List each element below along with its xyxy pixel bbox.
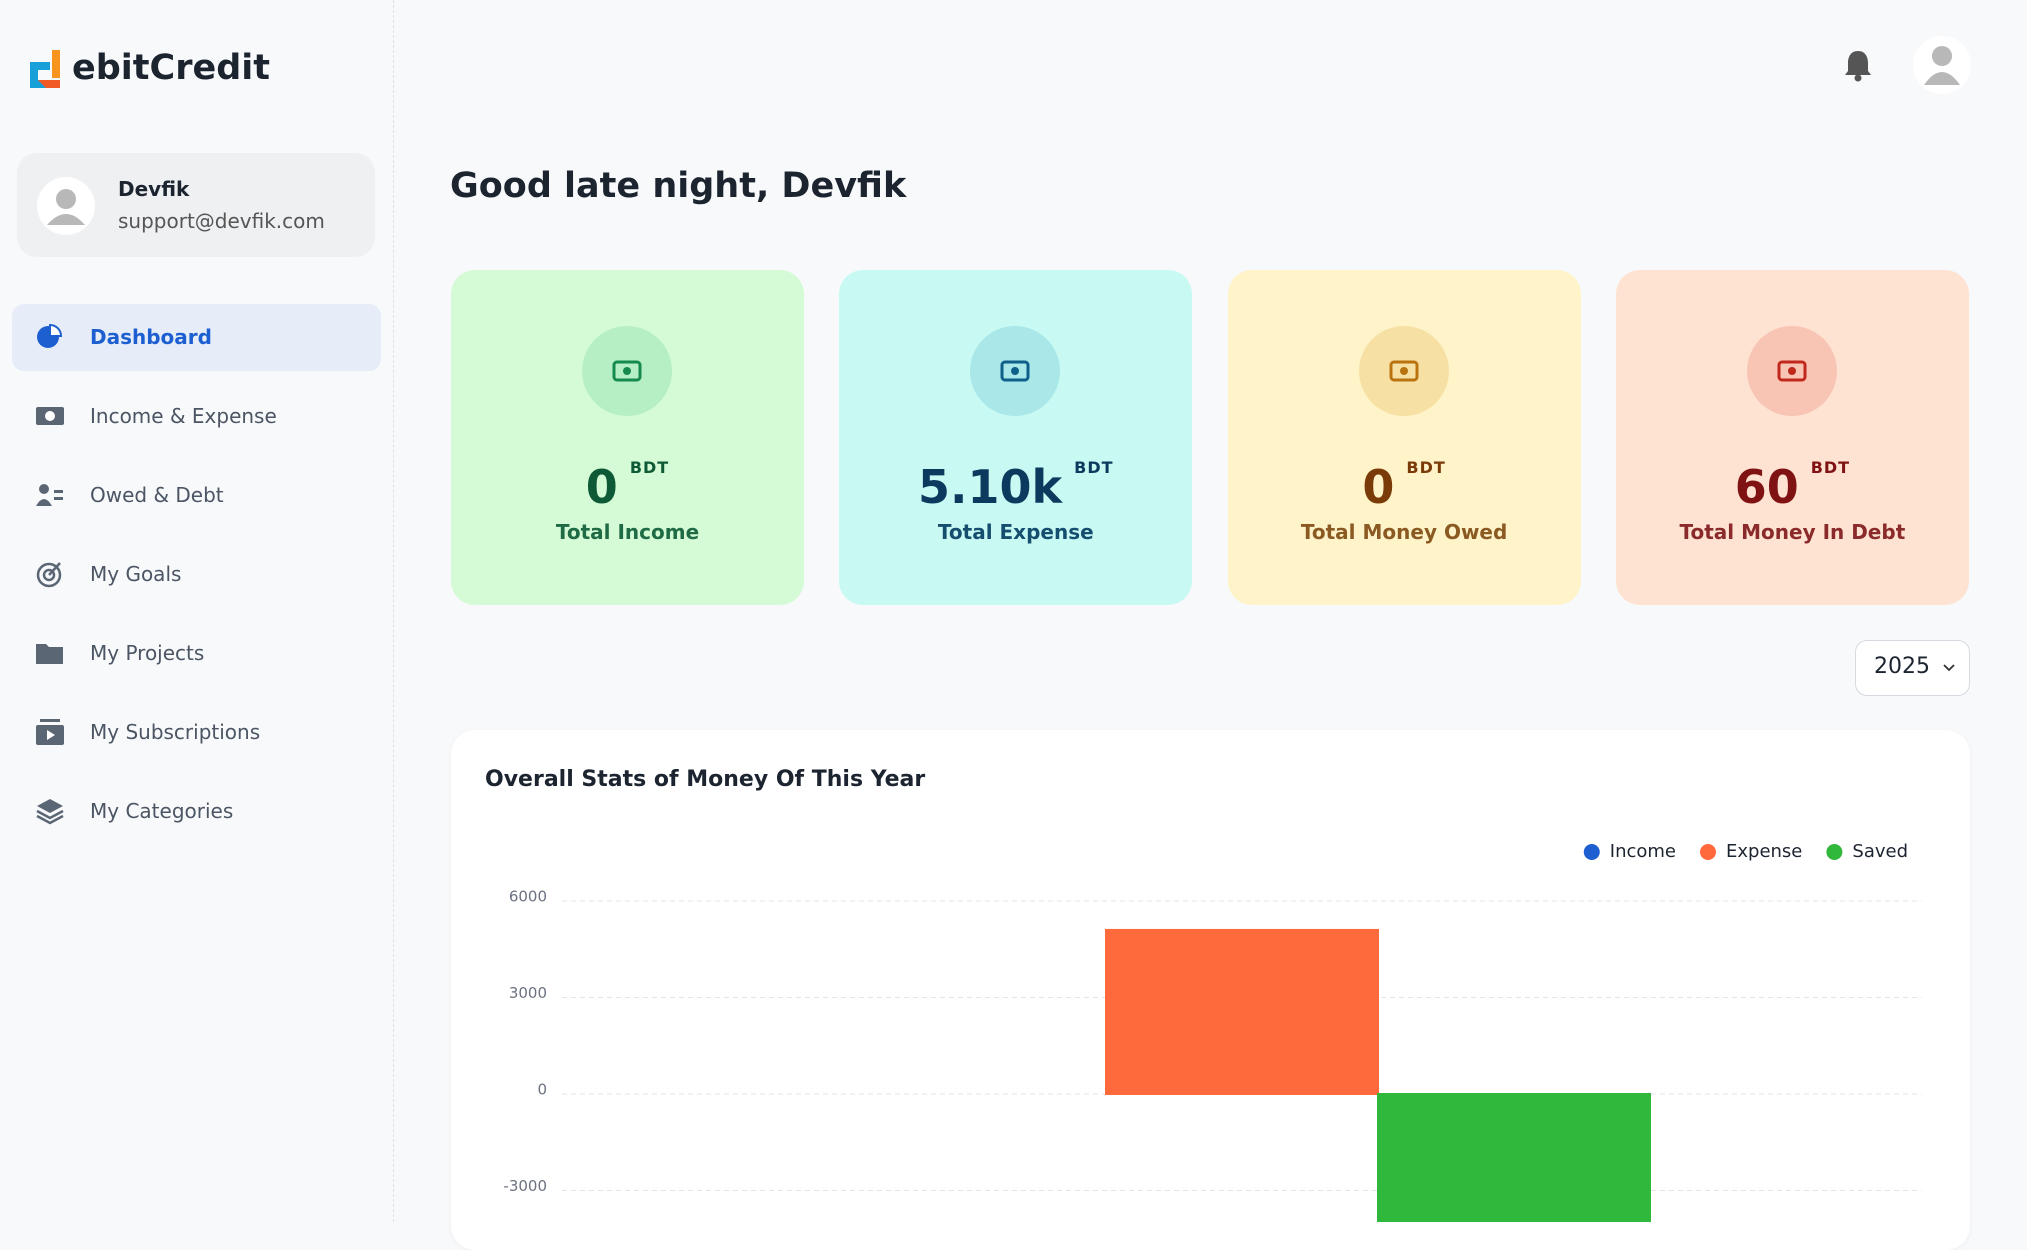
stat-card: 0 BDT Total Income <box>451 270 804 605</box>
nav-label: My Goals <box>90 562 182 586</box>
avatar <box>37 177 95 235</box>
nav-icon <box>36 799 64 825</box>
y-tick-label: -3000 <box>503 1177 547 1195</box>
card-value: 5.10k BDT <box>839 458 1192 514</box>
y-tick-label: 0 <box>537 1081 547 1099</box>
card-value: 60 BDT <box>1616 458 1969 514</box>
value: 0 <box>585 460 618 514</box>
nav-icon <box>36 644 63 664</box>
card-icon <box>1358 326 1449 416</box>
value: 0 <box>1362 460 1395 514</box>
stat-card: 60 BDT Total Money In Debt <box>1615 270 1969 605</box>
unit: BDT <box>629 458 670 477</box>
card-label: Total Income <box>555 520 700 544</box>
chart: Overall Stats of Money Of This Year -300… <box>485 767 1922 1250</box>
legend-label: Saved <box>1852 841 1908 862</box>
unit: BDT <box>1406 458 1446 477</box>
logo-icon <box>30 50 60 88</box>
y-tick-label: 3000 <box>509 984 547 1002</box>
nav-icon <box>36 562 62 588</box>
y-tick-label: 6000 <box>509 888 547 906</box>
nav-icon <box>36 719 64 745</box>
value: 5.10k <box>918 460 1063 514</box>
value: 60 <box>1734 460 1799 514</box>
nav-icon <box>36 484 63 506</box>
nav-item[interactable]: My Goals <box>12 541 381 608</box>
greeting: Good late night, Devfik <box>450 166 907 206</box>
year-select[interactable]: 2025 <box>1855 640 1970 696</box>
unit: BDT <box>1810 458 1851 477</box>
nav-item[interactable]: My Projects <box>12 620 381 687</box>
nav-label: My Subscriptions <box>90 720 261 744</box>
card-value: 0 BDT <box>451 458 804 514</box>
stat-card: 0 BDT Total Money Owed <box>1227 270 1581 605</box>
nav-label: Owed & Debt <box>90 483 224 507</box>
icon-glyph <box>612 360 642 382</box>
bar <box>1105 928 1379 1095</box>
nav-item[interactable]: Owed & Debt <box>12 462 381 529</box>
icon-glyph <box>1389 360 1419 382</box>
header-avatar[interactable] <box>1912 35 1972 95</box>
legend-swatch <box>1583 844 1600 860</box>
nav-item[interactable]: My Subscriptions <box>12 699 381 766</box>
user-card[interactable]: Devfik support@devfik.com <box>17 153 375 257</box>
icon-glyph <box>1000 360 1030 382</box>
chart-card: Overall Stats of Money Of This Year -300… <box>451 730 1970 1250</box>
nav-item[interactable]: Dashboard <box>12 304 381 371</box>
legend-swatch <box>1826 844 1843 860</box>
chart-title: Overall Stats of Money Of This Year <box>485 767 925 792</box>
user-name: Devfik <box>118 177 190 201</box>
stat-card: 5.10k BDT Total Expense <box>839 270 1193 605</box>
nav-label: Dashboard <box>90 325 212 349</box>
legend-label: Income <box>1610 841 1676 862</box>
user-email: support@devfik.com <box>118 209 325 233</box>
icon-glyph <box>1777 360 1807 382</box>
bar <box>1377 1093 1651 1250</box>
nav-label: Income & Expense <box>90 404 277 428</box>
card-label: Total Money In Debt <box>1679 520 1906 544</box>
card-icon <box>1746 326 1837 416</box>
brand-name: ebitCredit <box>72 48 270 88</box>
nav-icon <box>36 407 64 425</box>
chevron <box>1943 664 1955 672</box>
nav-item[interactable]: My Categories <box>12 778 381 845</box>
nav-icon <box>37 324 63 348</box>
legend-label: Expense <box>1726 841 1802 862</box>
nav-label: My Projects <box>90 641 205 665</box>
card-icon <box>970 326 1061 416</box>
card-icon <box>582 326 672 416</box>
sidebar: ebitCredit Devfik support@devfik.com Das… <box>0 0 394 1222</box>
legend-swatch <box>1700 844 1716 860</box>
year-value: 2025 <box>1874 654 1930 679</box>
page: ebitCredit Devfik support@devfik.com Das… <box>0 0 1972 1250</box>
nav-item[interactable]: Income & Expense <box>12 383 381 450</box>
unit: BDT <box>1074 458 1114 477</box>
nav-label: My Categories <box>90 799 234 823</box>
bell-icon[interactable] <box>1838 45 1878 85</box>
card-value: 0 BDT <box>1228 458 1581 514</box>
card-label: Total Expense <box>937 520 1094 544</box>
card-label: Total Money Owed <box>1300 520 1508 544</box>
